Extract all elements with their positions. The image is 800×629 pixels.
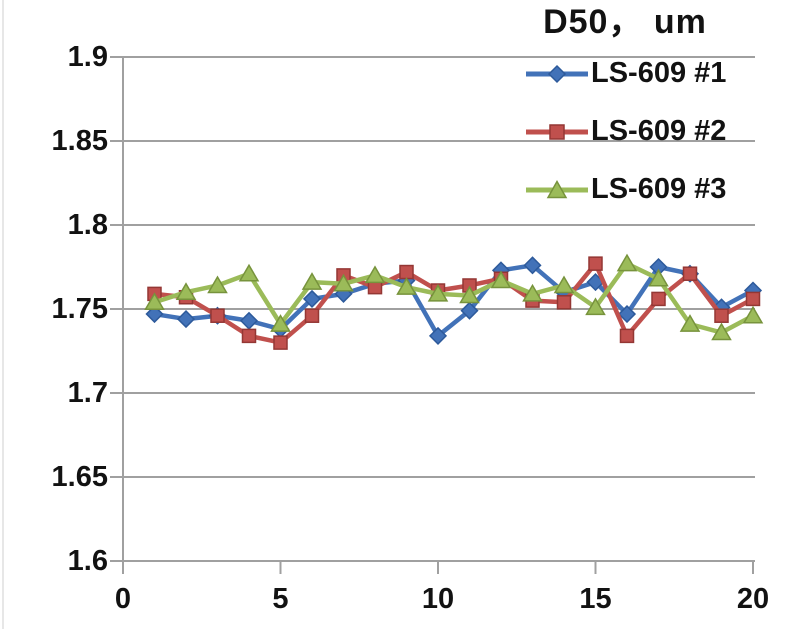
square-marker bbox=[556, 295, 572, 310]
triangle-marker bbox=[711, 322, 732, 341]
legend-label: LS-609 #1 bbox=[591, 57, 727, 89]
square-marker bbox=[651, 291, 666, 307]
square-marker bbox=[682, 266, 698, 281]
y-tick-label: 1.65 bbox=[51, 461, 108, 493]
diamond-marker bbox=[239, 311, 259, 330]
diamond-marker bbox=[176, 310, 196, 329]
triangle-marker bbox=[238, 263, 260, 282]
square-marker bbox=[399, 264, 414, 280]
y-tick-label: 1.85 bbox=[51, 125, 108, 157]
legend-diamond-marker-icon bbox=[526, 64, 588, 83]
diamond-marker bbox=[617, 304, 637, 324]
triangle-marker bbox=[270, 314, 291, 332]
chart-title: D50， um bbox=[543, 3, 707, 41]
legend: LS-609 #1 LS-609 #2 LS-609 #3 bbox=[526, 56, 726, 207]
square-marker bbox=[714, 308, 729, 323]
triangle-marker bbox=[396, 277, 417, 295]
legend-label: LS-609 #2 bbox=[591, 115, 727, 147]
legend-square-marker-icon bbox=[526, 123, 588, 140]
y-tick-label: 1.8 bbox=[67, 209, 108, 241]
square-marker bbox=[241, 328, 257, 344]
triangle-marker bbox=[333, 273, 354, 292]
legend-item: LS-609 #3 bbox=[526, 172, 726, 207]
legend-item: LS-609 #2 bbox=[526, 114, 726, 149]
series-line bbox=[152, 261, 756, 335]
triangle-marker bbox=[301, 272, 323, 290]
y-tick-label: 1.6 bbox=[67, 545, 108, 577]
triangle-marker bbox=[175, 282, 197, 300]
triangle-marker bbox=[459, 285, 480, 304]
legend-item: LS-609 #1 bbox=[526, 56, 726, 91]
diamond-marker bbox=[460, 301, 479, 320]
y-tick-label: 1.7 bbox=[67, 377, 108, 409]
square-marker bbox=[588, 256, 603, 271]
triangle-marker bbox=[522, 283, 543, 302]
square-marker bbox=[273, 335, 288, 350]
diamond-marker bbox=[145, 304, 164, 324]
legend-label: LS-609 #3 bbox=[591, 173, 727, 205]
triangle-marker bbox=[207, 275, 228, 294]
legend-triangle-marker-icon bbox=[526, 179, 588, 198]
triangle-marker bbox=[553, 275, 575, 294]
square-marker bbox=[210, 308, 225, 323]
triangle-marker bbox=[648, 268, 669, 287]
triangle-marker bbox=[144, 292, 165, 311]
triangle-marker bbox=[585, 297, 606, 316]
diamond-marker bbox=[428, 326, 448, 345]
diamond-marker bbox=[523, 256, 542, 275]
diamond-marker bbox=[302, 289, 322, 308]
triangle-marker bbox=[679, 314, 701, 332]
x-tick-label: 5 bbox=[272, 583, 289, 615]
triangle-marker bbox=[742, 305, 764, 324]
x-tick-label: 20 bbox=[736, 583, 770, 615]
image-edge-line bbox=[2, 0, 4, 629]
square-marker bbox=[619, 328, 635, 344]
triangle-marker bbox=[427, 283, 449, 302]
square-marker bbox=[745, 291, 761, 307]
x-tick-label: 10 bbox=[421, 583, 455, 615]
square-marker bbox=[304, 308, 320, 323]
y-tick-label: 1.75 bbox=[51, 293, 108, 325]
triangle-marker bbox=[364, 265, 386, 284]
triangle-marker bbox=[616, 253, 638, 272]
y-tick-label: 1.9 bbox=[67, 41, 108, 73]
x-tick-label: 0 bbox=[114, 583, 132, 615]
x-tick-label: 15 bbox=[579, 583, 612, 615]
triangle-marker bbox=[490, 270, 512, 289]
